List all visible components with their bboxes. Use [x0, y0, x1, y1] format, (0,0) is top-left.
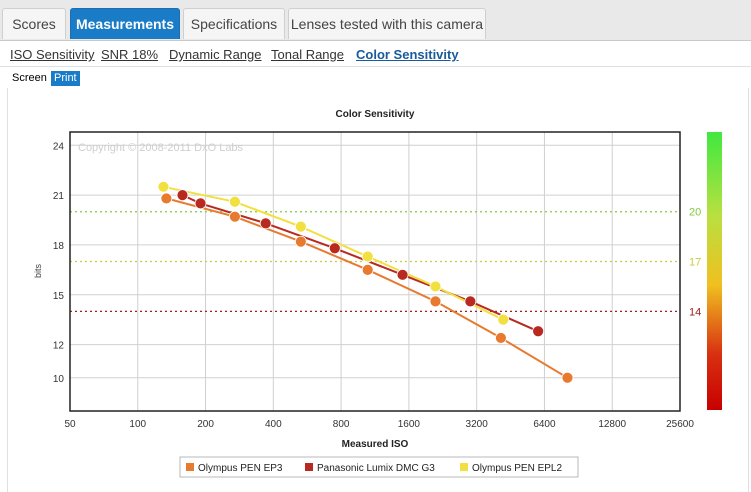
legend-swatch [305, 463, 313, 471]
x-tick-label: 200 [197, 419, 214, 430]
subnav-tonal-range[interactable]: Tonal Range [271, 47, 344, 62]
tab-specifications[interactable]: Specifications [183, 8, 285, 39]
tab-lenses-tested[interactable]: Lenses tested with this camera [288, 8, 486, 39]
plot-frame [69, 131, 681, 412]
y-axis-ticks: 10 12 15 18 21 24 [53, 141, 65, 384]
chart-legend: Olympus PEN EP3 Panasonic Lumix DMC G3 Oly… [179, 456, 579, 478]
y-tick-label: 10 [53, 374, 65, 385]
data-point [229, 195, 241, 208]
x-axis-label: Measured ISO [342, 439, 409, 450]
x-tick-label: 50 [64, 419, 76, 430]
legend-entry: Panasonic Lumix DMC G3 [317, 463, 435, 474]
y-axis-label: bits [33, 264, 43, 279]
tab-scores[interactable]: Scores [2, 8, 66, 39]
screen-toggle[interactable]: Screen [12, 72, 47, 84]
legend-entry: Olympus PEN EP3 [198, 463, 283, 474]
x-tick-label: 1600 [398, 419, 421, 430]
reference-line-label: 20 [689, 207, 701, 219]
y-tick-label: 21 [53, 191, 65, 202]
y-tick-label: 15 [53, 291, 65, 302]
data-point [396, 268, 409, 281]
data-point [259, 217, 272, 230]
y-tick-label: 24 [53, 141, 65, 152]
tab-bar: Scores Measurements Specifications Lense… [0, 0, 751, 41]
reference-line-label: 14 [689, 306, 701, 318]
data-point [328, 242, 341, 255]
data-point [294, 220, 307, 233]
x-tick-label: 400 [265, 419, 282, 430]
y-tick-label: 18 [53, 241, 65, 252]
subnav-dynamic-range[interactable]: Dynamic Range [169, 47, 262, 62]
x-tick-label: 3200 [466, 419, 489, 430]
x-tick-label: 12800 [598, 419, 626, 430]
chart-title: Color Sensitivity [336, 109, 415, 120]
data-point [361, 263, 374, 276]
data-point [464, 295, 477, 308]
subnav-iso-sensitivity[interactable]: ISO Sensitivity [10, 47, 95, 62]
data-point [176, 189, 189, 202]
color-scale-bar [707, 132, 722, 410]
series-group [157, 180, 574, 384]
y-tick-label: 12 [53, 341, 65, 352]
x-tick-label: 6400 [533, 419, 556, 430]
legend-swatch [460, 463, 468, 471]
tab-measurements[interactable]: Measurements [70, 8, 180, 39]
data-point [157, 180, 170, 193]
data-point [194, 197, 207, 210]
data-point [229, 210, 241, 223]
subnav-snr-18[interactable]: SNR 18% [101, 47, 159, 62]
plot-background [70, 132, 680, 411]
data-point [294, 235, 307, 248]
legend-swatch [186, 463, 194, 471]
measurement-subnav: ISO Sensitivity SNR 18% Dynamic Range To… [0, 44, 751, 67]
x-axis-ticks: 50 100 200 400 800 1600 3200 6400 12800 25600 [64, 419, 694, 430]
data-point [361, 250, 374, 263]
series-line [163, 185, 504, 321]
data-point [532, 325, 545, 338]
data-point [497, 313, 510, 326]
data-point [495, 332, 507, 344]
print-toggle[interactable]: Print [51, 71, 80, 86]
watermark: Copyright © 2008-2011 DxO Labs [78, 142, 244, 154]
x-tick-label: 100 [129, 419, 146, 430]
x-tick-label: 800 [333, 419, 350, 430]
data-point [429, 295, 442, 308]
legend-box [179, 456, 579, 478]
data-point [160, 192, 173, 205]
reference-lines: 20 17 14 [70, 207, 701, 318]
legend-entry: Olympus PEN EPL2 [472, 463, 562, 474]
subnav-color-sensitivity[interactable]: Color Sensitivity [356, 47, 459, 62]
data-point [561, 371, 574, 384]
chart-panel [7, 88, 749, 492]
x-tick-label: 25600 [666, 419, 694, 430]
data-point [429, 280, 442, 293]
reference-line-label: 17 [689, 257, 701, 269]
